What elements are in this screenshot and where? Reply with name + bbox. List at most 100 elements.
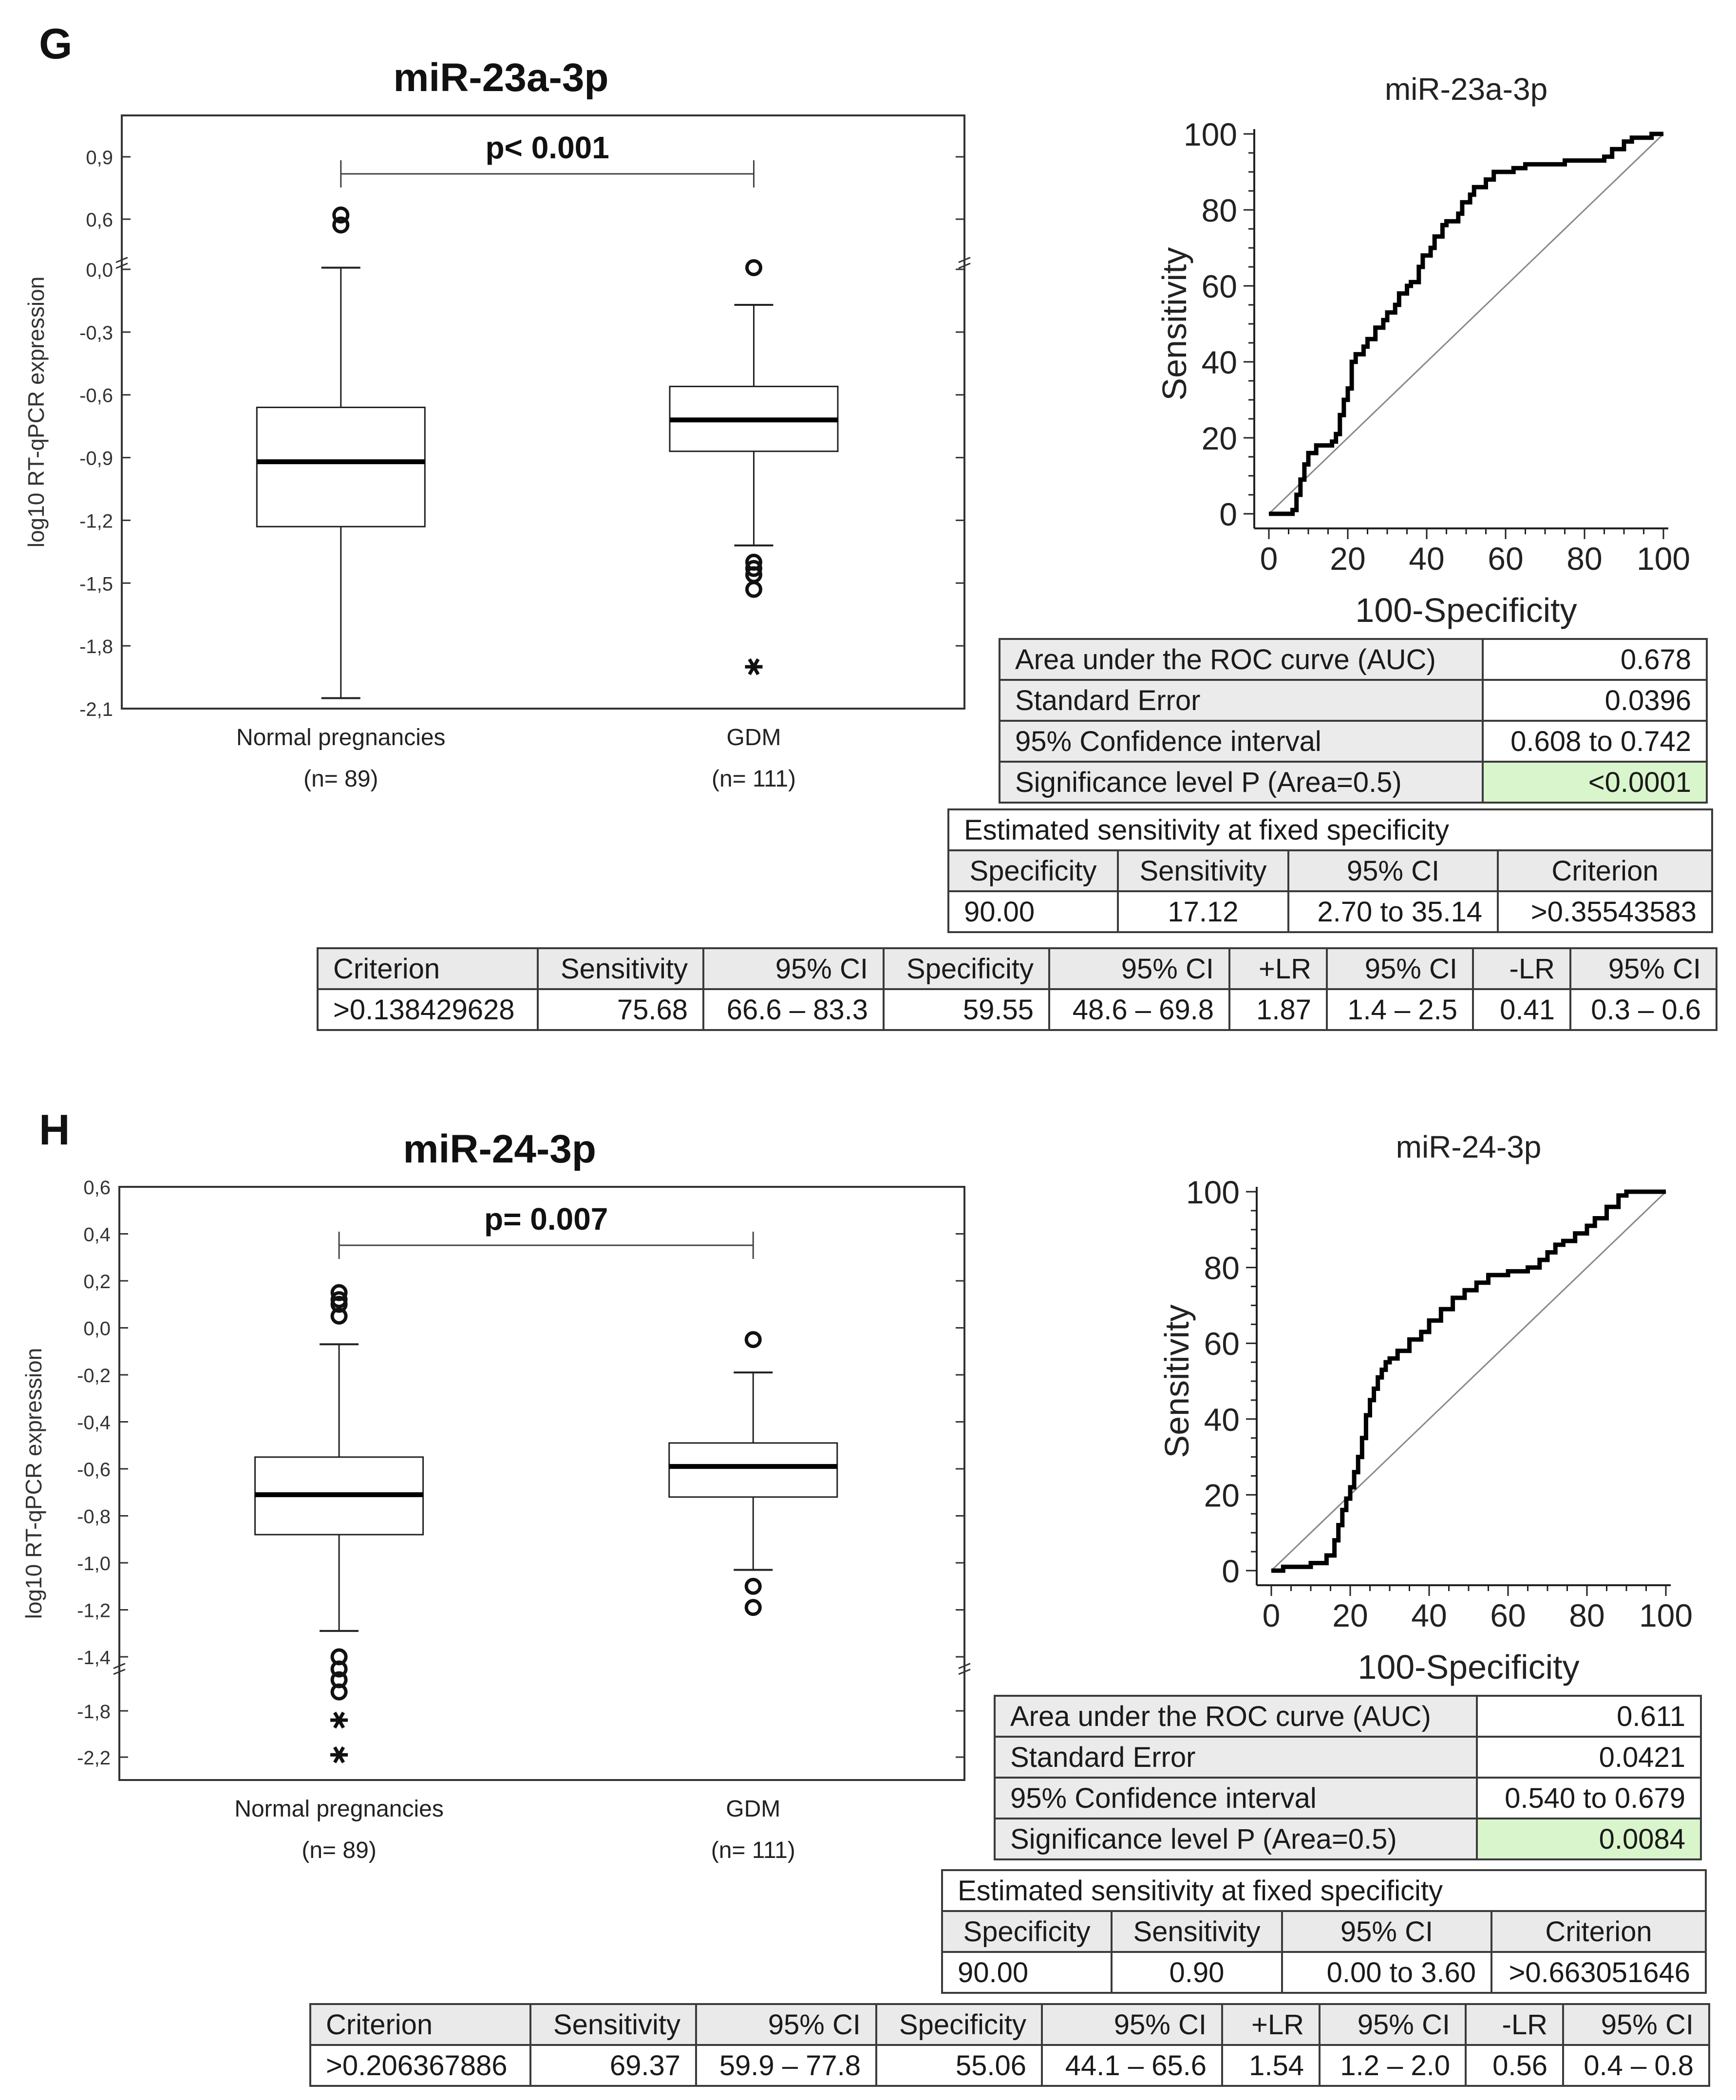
criterion-value: 0.41 [1472,988,1571,1031]
y-axis-label: log10 RT-qPCR expression [21,1348,46,1619]
criterion-value: 1.54 [1221,2044,1321,2087]
roc-curve [1269,131,1663,516]
y-tick-label: -2,2 [77,1747,111,1769]
iqr-box [668,1442,838,1498]
p-value-label: p= 0.007 [484,1201,608,1237]
fixed-spec-value: 90.00 [947,890,1119,933]
box-gdm: GDM (n= 111) [668,1331,838,1863]
criterion-value: 48.6 – 69.8 [1048,988,1230,1031]
y-tick-label: -1,8 [79,636,113,657]
roc-reference-line [1270,1191,1667,1572]
criterion-value: 1.87 [1228,988,1328,1031]
plot-frame [121,114,965,710]
criterion-header: Specificity [883,947,1050,990]
roc-x-tick-label: 100 [1637,541,1690,577]
roc-y-tick-label: 0 [1219,496,1237,532]
boxplot-chart: miR-23a-3p 0,9 0,6 0,0 -0,3 -0,6 -0,9 -1,2 -1,5 -… [23,56,971,792]
roc-title: miR-23a-3p [1385,72,1547,107]
extreme-point [330,1711,348,1729]
roc-x-tick-label: 60 [1488,541,1523,577]
roc-y-tick-label: 60 [1202,268,1237,304]
criterion-value: 0.4 – 0.8 [1562,2044,1710,2087]
outlier-point [744,1577,762,1595]
fixed-spec-header: Specificity [947,849,1119,892]
criterion-value: >0.138429628 [317,988,539,1031]
auc-row-value: 0.608 to 0.742 [1482,720,1708,763]
fixed-spec-value: 17.12 [1117,890,1289,933]
criterion-header: 95% CI [1326,947,1474,990]
criterion-header: 95% CI [1319,2003,1467,2046]
fixed-spec-value: >0.35543583 [1497,890,1713,933]
roc-x-tick-label: 0 [1263,1597,1281,1633]
criterion-header: 95% CI [695,2003,877,2046]
y-tick-label: -1,2 [79,510,113,532]
criterion-header: Sensitivity [529,2003,697,2046]
auc-row-label: Significance level P (Area=0.5) [994,1818,1478,1860]
fixed-spec-value: 0.90 [1111,1951,1283,1994]
auc-row-label: Significance level P (Area=0.5) [999,761,1484,804]
criterion-table: Criterion Sensitivity 95% CI Specificity 95%… [309,2003,1710,2087]
auc-row-value: 0.540 to 0.679 [1476,1777,1702,1819]
criterion-value-row: >0.206367886 69.37 59.9 – 77.8 55.06 44.1 – … [309,2044,1710,2087]
roc-y-tick-label: 20 [1202,420,1237,456]
criterion-header: 95% CI [1041,2003,1223,2046]
auc-row-label: Area under the ROC curve (AUC) [994,1695,1478,1738]
significance-bracket: p= 0.007 [338,1201,754,1259]
fixed-spec-value: >0.663051646 [1491,1951,1707,1994]
auc-row: Standard Error 0.0421 [994,1736,1702,1779]
auc-row-label: 95% Confidence interval [994,1777,1478,1819]
criterion-header: 95% CI [1048,947,1230,990]
y-tick-label: -1,5 [79,573,113,595]
fixed-spec-title-row: Estimated sensitivity at fixed specifici… [941,1869,1707,1912]
extreme-point [330,1746,348,1763]
criterion-header: 95% CI [1562,2003,1710,2046]
fixed-specificity-table: Estimated sensitivity at fixed specifici… [947,808,1713,933]
auc-row: Significance level P (Area=0.5) <0.0001 [999,761,1708,804]
criterion-header: 95% CI [702,947,885,990]
criterion-value: 0.56 [1465,2044,1564,2087]
outlier-point [330,1284,348,1301]
y-tick-label: 0,2 [83,1271,111,1293]
x-category-label: GDM [726,1796,780,1822]
auc-row: Standard Error 0.0396 [999,679,1708,722]
panel-letter: G [39,19,72,68]
auc-table: Area under the ROC curve (AUC) 0.611 Stand… [994,1695,1702,1860]
outlier-point [330,1683,348,1701]
outlier-point [745,560,762,577]
criterion-value: 1.2 – 2.0 [1319,2044,1467,2087]
roc-y-tick-label: 80 [1202,192,1237,228]
fixed-spec-value-row: 90.00 17.12 2.70 to 35.14 >0.35543583 [947,890,1713,933]
criterion-header: +LR [1221,2003,1321,2046]
fixed-spec-header: Criterion [1491,1910,1707,1953]
criterion-value: 44.1 – 65.6 [1041,2044,1223,2087]
y-tick-label: -1,2 [77,1600,111,1622]
y-tick-label: 0,9 [86,147,113,169]
fixed-spec-title-row: Estimated sensitivity at fixed specifici… [947,808,1713,851]
outlier-point [330,1295,348,1313]
roc-y-tick-label: 0 [1222,1553,1240,1589]
criterion-value: 55.06 [875,2044,1043,2087]
boxplot-title: miR-23a-3p [393,56,608,100]
box-gdm: GDM (n= 111) [669,259,839,792]
roc-reference-line [1268,133,1664,515]
auc-table: Area under the ROC curve (AUC) 0.678 Stand… [999,638,1708,804]
y-tick-label: -2,1 [79,699,113,720]
x-category-label: Normal pregnancies [236,725,446,750]
x-category-label: Normal pregnancies [234,1796,444,1822]
roc-title: miR-24-3p [1396,1129,1542,1164]
criterion-header: 95% CI [1569,947,1717,990]
roc-x-tick-label: 0 [1260,541,1278,577]
auc-row-value: 0.0084 [1476,1818,1702,1860]
roc-x-tick-label: 40 [1409,541,1444,577]
fixed-spec-header: Specificity [941,1910,1113,1953]
y-tick-label: 0,6 [86,209,113,231]
auc-row-value: 0.0421 [1476,1736,1702,1779]
auc-row-value: 0.611 [1476,1695,1702,1738]
auc-row: Significance level P (Area=0.5) 0.0084 [994,1818,1702,1860]
roc-y-tick-label: 20 [1204,1477,1240,1513]
criterion-header: Criterion [309,2003,531,2046]
roc-x-tick-label: 80 [1566,541,1602,577]
fixed-spec-value: 0.00 to 3.60 [1281,1951,1492,1994]
outlier-point [745,581,762,598]
